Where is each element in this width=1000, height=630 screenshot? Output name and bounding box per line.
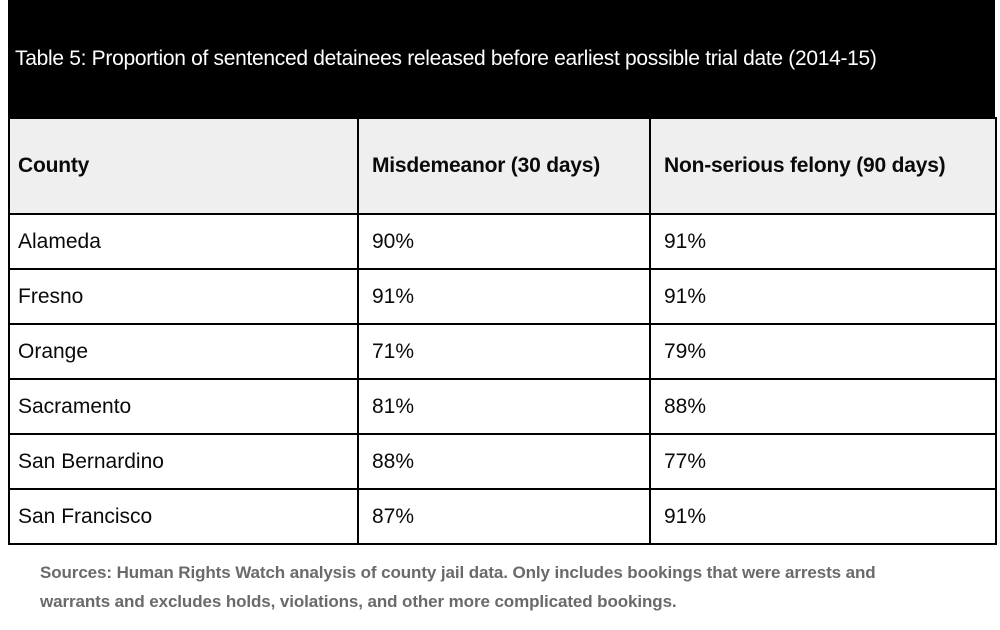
table-figure: Table 5: Proportion of sentenced detaine… [8,0,997,616]
table-title-bar: Table 5: Proportion of sentenced detaine… [8,0,995,117]
cell-county: San Francisco [8,488,359,545]
table-title: Table 5: Proportion of sentenced detaine… [15,46,877,70]
source-note-line: Sources: Human Rights Watch analysis of … [40,563,876,582]
table-row: Orange 71% 79% [8,323,997,380]
table-row: Fresno 91% 91% [8,268,997,325]
cell-felony-pct: 91% [649,488,997,545]
cell-misdemeanor-pct: 81% [357,378,651,435]
data-table: County Misdemeanor (30 days) Non-serious… [8,117,997,545]
column-header-county: County [8,117,359,215]
cell-misdemeanor-pct: 91% [357,268,651,325]
cell-county: Sacramento [8,378,359,435]
table-row: Sacramento 81% 88% [8,378,997,435]
cell-county: Alameda [8,213,359,270]
cell-county: Orange [8,323,359,380]
source-note: Sources: Human Rights Watch analysis of … [40,558,995,616]
column-header-misdemeanor: Misdemeanor (30 days) [357,117,651,215]
header-row: County Misdemeanor (30 days) Non-serious… [8,117,997,215]
cell-misdemeanor-pct: 90% [357,213,651,270]
table-row: San Francisco 87% 91% [8,488,997,545]
column-header-felony: Non-serious felony (90 days) [649,117,997,215]
cell-felony-pct: 91% [649,268,997,325]
cell-felony-pct: 79% [649,323,997,380]
cell-misdemeanor-pct: 88% [357,433,651,490]
table-row: San Bernardino 88% 77% [8,433,997,490]
table-row: Alameda 90% 91% [8,213,997,270]
cell-felony-pct: 77% [649,433,997,490]
cell-county: San Bernardino [8,433,359,490]
cell-felony-pct: 88% [649,378,997,435]
cell-misdemeanor-pct: 71% [357,323,651,380]
cell-felony-pct: 91% [649,213,997,270]
source-note-line: warrants and excludes holds, violations,… [40,592,677,611]
cell-misdemeanor-pct: 87% [357,488,651,545]
cell-county: Fresno [8,268,359,325]
